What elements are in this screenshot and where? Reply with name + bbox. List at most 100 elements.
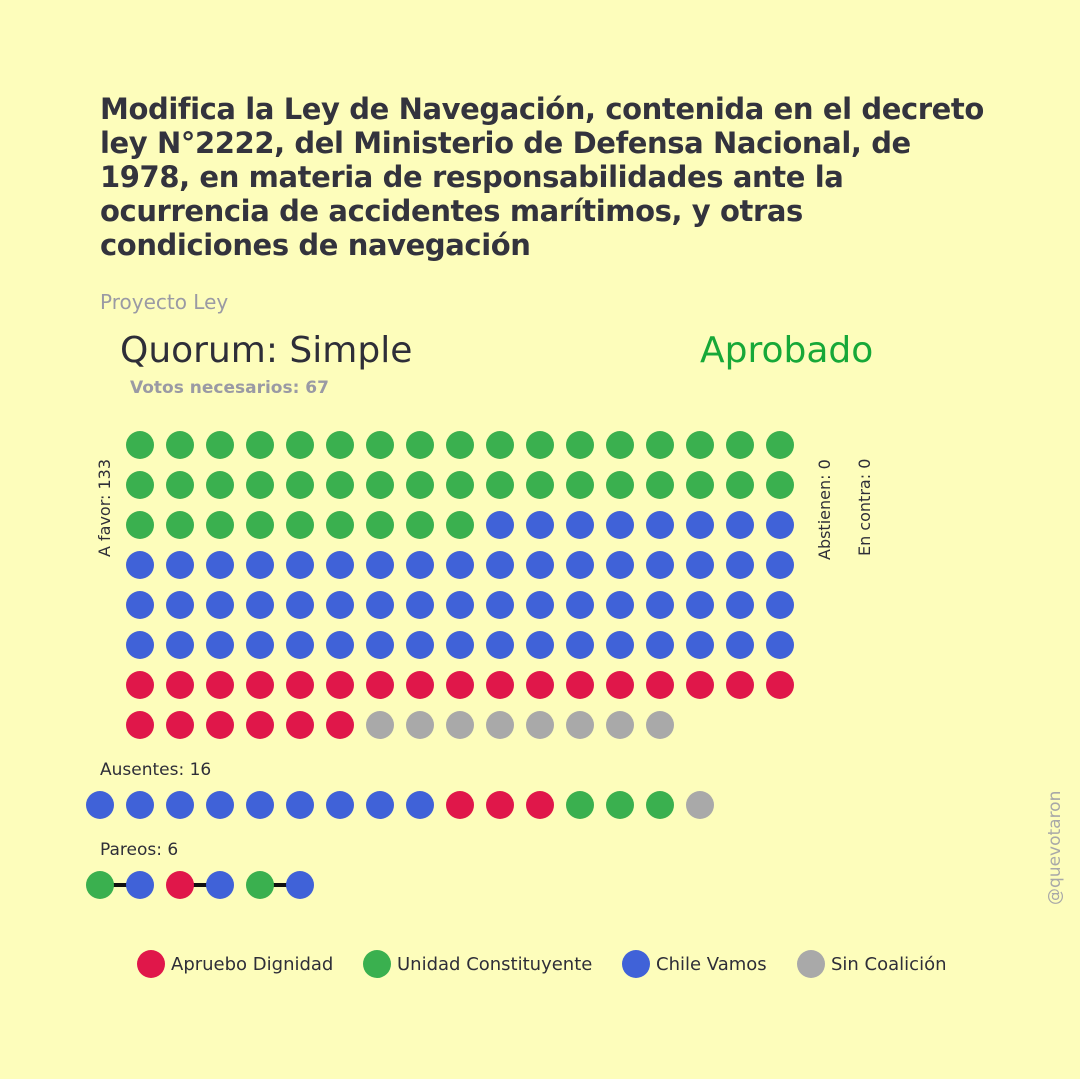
vote-dot-favor — [766, 631, 794, 659]
vote-dot-pair — [86, 871, 114, 899]
vote-dot-favor — [486, 711, 514, 739]
vote-dot-favor — [206, 551, 234, 579]
vote-dot-absent — [446, 791, 474, 819]
vote-dot-favor — [286, 711, 314, 739]
vote-dot-favor — [686, 551, 714, 579]
vote-dot-absent — [126, 791, 154, 819]
vote-dot-absent — [286, 791, 314, 819]
vote-dot-favor — [206, 431, 234, 459]
vote-dot-favor — [646, 631, 674, 659]
vote-dot-favor — [646, 711, 674, 739]
vote-dot-absent — [206, 791, 234, 819]
vote-dot-favor — [486, 511, 514, 539]
vote-dot-favor — [246, 511, 274, 539]
vote-dot-favor — [726, 471, 754, 499]
vote-dot-favor — [686, 671, 714, 699]
vote-dot-favor — [286, 551, 314, 579]
vote-dot-favor — [646, 511, 674, 539]
vote-dot-absent — [686, 791, 714, 819]
vote-dot-favor — [326, 631, 354, 659]
vote-dot-favor — [326, 591, 354, 619]
vote-dot-favor — [246, 551, 274, 579]
vote-dot-favor — [566, 471, 594, 499]
legend-item: Chile Vamos — [622, 950, 767, 978]
vote-dot-favor — [326, 431, 354, 459]
result-label: Aprobado — [700, 330, 874, 371]
vote-dot-favor — [486, 671, 514, 699]
vote-dot-favor — [366, 711, 394, 739]
vote-dot-favor — [526, 711, 554, 739]
vote-dot-favor — [686, 431, 714, 459]
vote-dot-favor — [366, 511, 394, 539]
vote-dot-favor — [166, 631, 194, 659]
vote-dot-favor — [406, 511, 434, 539]
vote-dot-favor — [646, 591, 674, 619]
vote-dot-absent — [86, 791, 114, 819]
pairs-count-label: Pareos: 6 — [100, 840, 179, 860]
vote-dot-favor — [446, 711, 474, 739]
vote-dot-favor — [126, 471, 154, 499]
absent-count-label: Ausentes: 16 — [100, 760, 212, 780]
vote-dot-favor — [166, 551, 194, 579]
vote-dot-favor — [126, 711, 154, 739]
vote-dot-favor — [246, 591, 274, 619]
vote-dot-favor — [166, 511, 194, 539]
vote-dot-favor — [286, 431, 314, 459]
vote-dot-favor — [686, 511, 714, 539]
vote-dot-favor — [166, 671, 194, 699]
vote-dot-favor — [166, 471, 194, 499]
vote-dot-absent — [166, 791, 194, 819]
vote-dot-favor — [606, 511, 634, 539]
vote-dot-favor — [606, 431, 634, 459]
vote-dot-favor — [566, 631, 594, 659]
vote-dot-absent — [326, 791, 354, 819]
vote-dot-favor — [286, 511, 314, 539]
vote-dot-favor — [446, 631, 474, 659]
vote-dot-favor — [486, 631, 514, 659]
vote-dot-favor — [526, 551, 554, 579]
legend-swatch — [363, 950, 391, 978]
vote-dot-favor — [646, 471, 674, 499]
vote-dot-favor — [406, 631, 434, 659]
vote-dot-favor — [326, 471, 354, 499]
vote-dot-favor — [326, 711, 354, 739]
vote-dot-favor — [606, 711, 634, 739]
vote-dot-favor — [246, 431, 274, 459]
vote-dot-favor — [606, 551, 634, 579]
vote-dot-favor — [286, 671, 314, 699]
vote-dot-favor — [166, 711, 194, 739]
vote-dot-favor — [126, 631, 154, 659]
vote-dot-favor — [486, 431, 514, 459]
vote-dot-favor — [126, 671, 154, 699]
vote-dot-favor — [166, 591, 194, 619]
vote-dot-pair — [166, 871, 194, 899]
vote-dot-favor — [246, 711, 274, 739]
vote-dot-favor — [766, 511, 794, 539]
vote-dot-favor — [566, 551, 594, 579]
legend-label: Chile Vamos — [656, 953, 767, 975]
vote-dot-favor — [526, 471, 554, 499]
vote-dot-favor — [246, 631, 274, 659]
votes-needed-label: Votos necesarios: 67 — [130, 378, 329, 398]
vote-dot-absent — [246, 791, 274, 819]
vote-dot-absent — [406, 791, 434, 819]
vote-dot-favor — [766, 671, 794, 699]
vote-dot-favor — [566, 511, 594, 539]
vote-dot-favor — [446, 431, 474, 459]
vote-dot-favor — [486, 471, 514, 499]
vote-dot-favor — [526, 511, 554, 539]
vote-dot-favor — [206, 711, 234, 739]
vote-dot-favor — [446, 591, 474, 619]
vote-dot-favor — [566, 431, 594, 459]
vote-dot-favor — [366, 671, 394, 699]
vote-dot-favor — [726, 631, 754, 659]
vote-dot-favor — [446, 671, 474, 699]
vote-dot-favor — [246, 671, 274, 699]
vote-dot-favor — [566, 671, 594, 699]
vote-dot-favor — [686, 631, 714, 659]
legend-item: Sin Coalición — [797, 950, 947, 978]
vote-dot-pair — [286, 871, 314, 899]
vote-dot-pair — [126, 871, 154, 899]
vote-dot-favor — [246, 471, 274, 499]
